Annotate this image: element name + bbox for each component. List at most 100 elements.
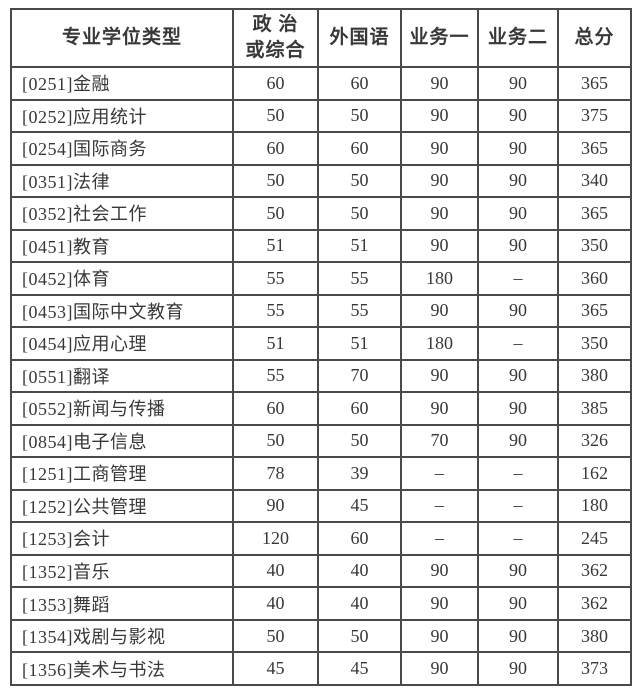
cell-degree-type: [1352]音乐 <box>10 553 234 589</box>
cell-business-1: 90 <box>400 228 479 264</box>
cell-business-2: 90 <box>477 391 559 426</box>
cell-degree-type: [0552]新闻与传播 <box>10 391 234 426</box>
cell-total-score: 360 <box>557 261 632 296</box>
cell-business-2: 90 <box>477 163 559 199</box>
cell-politics-or-comprehensive: 45 <box>232 651 319 686</box>
cell-total-score: 326 <box>557 423 632 459</box>
cell-business-1: 90 <box>400 196 479 231</box>
cell-degree-type: [0454]应用心理 <box>10 326 234 361</box>
cell-degree-type: [0854]电子信息 <box>10 423 234 459</box>
cell-degree-type: [1354]戏剧与影视 <box>10 618 234 654</box>
cell-politics-or-comprehensive: 50 <box>232 98 319 134</box>
table-row: [0254]国际商务 60 60 90 90 365 <box>10 131 632 166</box>
cell-foreign-language: 50 <box>317 163 402 199</box>
cell-politics-or-comprehensive: 60 <box>232 131 319 166</box>
cell-total-score: 340 <box>557 163 632 199</box>
cell-degree-type: [0351]法律 <box>10 163 234 199</box>
cell-degree-type: [0451]教育 <box>10 228 234 264</box>
cell-business-1: 90 <box>400 293 479 329</box>
score-line-table: 专业学位类型 政 治 或综合 外国语 业务一 业务二 总分 [0251]金融 60… <box>10 8 632 686</box>
cell-degree-type: [0251]金融 <box>10 66 234 101</box>
cell-degree-type: [1356]美术与书法 <box>10 651 234 686</box>
cell-business-2: 90 <box>477 423 559 459</box>
cell-total-score: 162 <box>557 456 632 491</box>
column-header-politics-or-comprehensive: 政 治 或综合 <box>232 8 319 68</box>
cell-degree-type: [1251]工商管理 <box>10 456 234 491</box>
cell-foreign-language: 60 <box>317 521 402 556</box>
table-row: [0453]国际中文教育 55 55 90 90 365 <box>10 293 632 329</box>
table-row: [0351]法律 50 50 90 90 340 <box>10 163 632 199</box>
cell-business-2: – <box>477 261 559 296</box>
cell-foreign-language: 50 <box>317 423 402 459</box>
table-row: [1353]舞蹈 40 40 90 90 362 <box>10 586 632 621</box>
cell-politics-or-comprehensive: 90 <box>232 488 319 524</box>
table-row: [1356]美术与书法 45 45 90 90 373 <box>10 651 632 686</box>
cell-foreign-language: 51 <box>317 228 402 264</box>
cell-business-2: – <box>477 488 559 524</box>
cell-total-score: 180 <box>557 488 632 524</box>
cell-business-2: 90 <box>477 618 559 654</box>
cell-total-score: 373 <box>557 651 632 686</box>
cell-total-score: 350 <box>557 228 632 264</box>
table-row: [0454]应用心理 51 51 180–350 <box>10 326 632 361</box>
cell-foreign-language: 50 <box>317 98 402 134</box>
table-row: [0552]新闻与传播 60 60 90 90 385 <box>10 391 632 426</box>
table-row: [1354]戏剧与影视 50 50 90 90 380 <box>10 618 632 654</box>
cell-degree-type: [0352]社会工作 <box>10 196 234 231</box>
cell-total-score: 375 <box>557 98 632 134</box>
cell-total-score: 362 <box>557 586 632 621</box>
table-row: [1352]音乐 40 40 90 90 362 <box>10 553 632 589</box>
cell-politics-or-comprehensive: 50 <box>232 618 319 654</box>
cell-degree-type: [1253]会计 <box>10 521 234 556</box>
cell-business-2: 90 <box>477 358 559 394</box>
cell-foreign-language: 39 <box>317 456 402 491</box>
cell-foreign-language: 60 <box>317 391 402 426</box>
cell-degree-type: [0254]国际商务 <box>10 131 234 166</box>
table-body: [0251]金融 60 60 90 90 365 [0252]应用统计 50 50 90 90 375… <box>10 66 632 686</box>
cell-business-1: 90 <box>400 651 479 686</box>
cell-total-score: 380 <box>557 618 632 654</box>
table-row: [0352]社会工作 50 50 90 90 365 <box>10 196 632 231</box>
cell-business-1: – <box>400 521 479 556</box>
cell-degree-type: [1252]公共管理 <box>10 488 234 524</box>
cell-foreign-language: 50 <box>317 618 402 654</box>
table-row: [0551]翻译 55 70 90 90 380 <box>10 358 632 394</box>
cell-foreign-language: 45 <box>317 488 402 524</box>
cell-politics-or-comprehensive: 55 <box>232 293 319 329</box>
cell-business-2: – <box>477 326 559 361</box>
table-row: [1251]工商管理 78 39– –162 <box>10 456 632 491</box>
cell-business-2: – <box>477 456 559 491</box>
cell-business-1: 70 <box>400 423 479 459</box>
column-header-business-2: 业务二 <box>477 8 559 68</box>
cell-business-1: 90 <box>400 553 479 589</box>
cell-politics-or-comprehensive: 51 <box>232 326 319 361</box>
cell-business-2: 90 <box>477 586 559 621</box>
cell-politics-or-comprehensive: 55 <box>232 358 319 394</box>
cell-foreign-language: 60 <box>317 66 402 101</box>
cell-total-score: 365 <box>557 131 632 166</box>
cell-business-1: 90 <box>400 66 479 101</box>
cell-degree-type: [0551]翻译 <box>10 358 234 394</box>
cell-foreign-language: 40 <box>317 586 402 621</box>
cell-total-score: 362 <box>557 553 632 589</box>
cell-business-2: – <box>477 521 559 556</box>
cell-business-1: 90 <box>400 163 479 199</box>
column-header-business-1: 业务一 <box>400 8 479 68</box>
cell-degree-type: [0453]国际中文教育 <box>10 293 234 329</box>
cell-foreign-language: 50 <box>317 196 402 231</box>
cell-business-2: 90 <box>477 293 559 329</box>
column-header-degree-type: 专业学位类型 <box>10 8 234 68</box>
table-header: 专业学位类型 政 治 或综合 外国语 业务一 业务二 总分 <box>10 8 632 68</box>
cell-foreign-language: 45 <box>317 651 402 686</box>
cell-total-score: 245 <box>557 521 632 556</box>
column-header-foreign-language: 外国语 <box>317 8 402 68</box>
table-row: [1253]会计 120 60– –245 <box>10 521 632 556</box>
cell-politics-or-comprehensive: 60 <box>232 66 319 101</box>
cell-foreign-language: 55 <box>317 293 402 329</box>
cell-foreign-language: 70 <box>317 358 402 394</box>
table-row: [0252]应用统计 50 50 90 90 375 <box>10 98 632 134</box>
cell-total-score: 365 <box>557 293 632 329</box>
table-row: [0854]电子信息 50 50 70 90 326 <box>10 423 632 459</box>
cell-business-1: – <box>400 456 479 491</box>
cell-total-score: 350 <box>557 326 632 361</box>
